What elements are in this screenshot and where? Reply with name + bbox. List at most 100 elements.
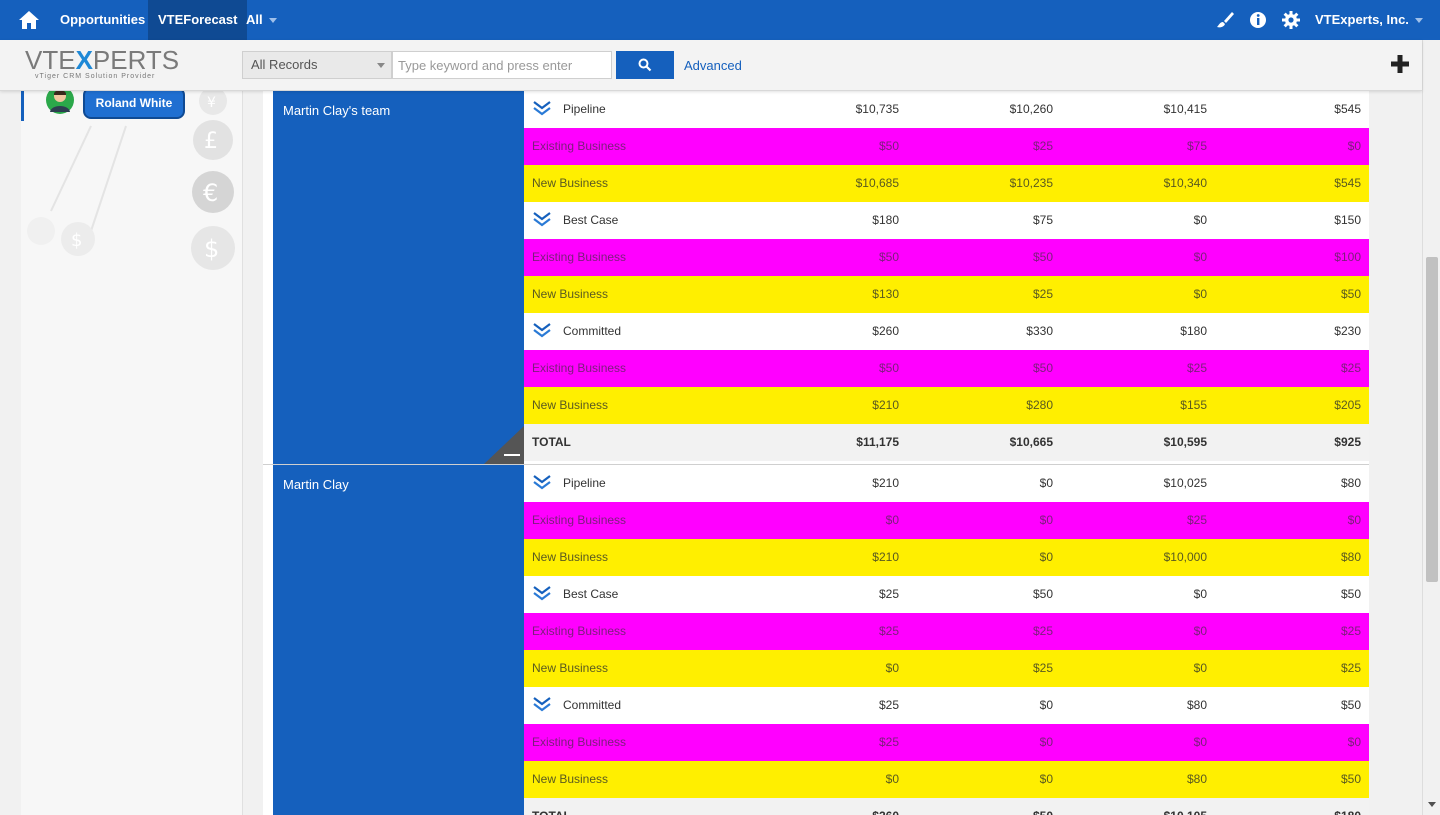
row-value-2: $50 (1032, 361, 1053, 375)
row-value-2: $50 (1032, 587, 1053, 601)
row-label: New Business (532, 550, 609, 564)
nav-opportunities[interactable]: Opportunities (60, 12, 146, 27)
row-value-3: $0 (1193, 287, 1207, 301)
search-toolbar: VTEXPERTS vTiger CRM Solution Provider A… (0, 40, 1422, 91)
business-row: New Business $210 $280 $155 $205 (524, 387, 1369, 424)
group-label-person: Martin Clay (273, 465, 524, 815)
plus-icon[interactable] (1389, 53, 1411, 75)
search-input[interactable] (392, 51, 612, 79)
row-value-2: $10,235 (1009, 176, 1053, 190)
company-menu[interactable]: VTExperts, Inc. (1315, 0, 1423, 40)
home-icon[interactable] (18, 10, 40, 30)
row-value-4: $25 (1340, 661, 1361, 675)
row-value-2: $0 (1039, 698, 1053, 712)
logo-tagline: vTiger CRM Solution Provider (35, 73, 156, 80)
user-avatar (46, 91, 74, 114)
row-value-1: $25 (878, 698, 899, 712)
row-value-2: $280 (1026, 398, 1053, 412)
hierarchy-connector (21, 91, 24, 121)
search-button[interactable] (616, 51, 674, 79)
row-label: New Business (532, 287, 609, 301)
row-label: New Business (532, 772, 609, 786)
nav-vteforecast-label: VTEForecast (158, 12, 238, 27)
row-label: Committed (563, 698, 622, 712)
scroll-thumb[interactable] (1426, 257, 1438, 582)
row-label: Existing Business (532, 624, 627, 638)
paintbrush-icon[interactable] (1215, 10, 1235, 30)
row-value-3: $10,415 (1163, 102, 1207, 116)
row-value-3: $80 (1186, 698, 1207, 712)
stage-row: Best Case $180 $75 $0 $150 (524, 202, 1369, 239)
stage-row: Committed $260 $330 $180 $230 (524, 313, 1369, 350)
row-value-3: $0 (1193, 213, 1207, 227)
row-value-4: $50 (1340, 587, 1361, 601)
row-value-4: $0 (1347, 139, 1361, 153)
scroll-down-arrow-icon[interactable] (1428, 802, 1436, 807)
gear-icon[interactable] (1281, 10, 1301, 30)
row-value-3: $10,105 (1087, 798, 1207, 815)
double-chevron-down-icon[interactable] (532, 101, 552, 117)
stage-row: Committed $25 $0 $80 $50 (524, 687, 1369, 724)
page-scrollbar[interactable] (1422, 40, 1440, 815)
double-chevron-down-icon[interactable] (532, 323, 552, 339)
search-icon (638, 58, 652, 72)
svg-text:£: £ (204, 129, 218, 154)
double-chevron-down-icon[interactable] (532, 212, 552, 228)
row-value-4: $180 (1241, 798, 1361, 815)
row-value-4: $230 (1334, 324, 1361, 338)
records-filter-select[interactable]: All Records (242, 51, 392, 79)
row-value-1: $0 (885, 513, 899, 527)
nav-all-label: All (246, 12, 263, 27)
group-label-team: Martin Clay's team (273, 91, 524, 464)
row-value-3: $75 (1186, 139, 1207, 153)
svg-text:$: $ (204, 235, 219, 263)
minus-icon[interactable] (484, 426, 524, 464)
row-value-2: $0 (1039, 550, 1053, 564)
row-value-1: $210 (872, 398, 899, 412)
row-value-1: $50 (878, 250, 899, 264)
row-label: New Business (532, 661, 609, 675)
row-value-2: $330 (1026, 324, 1053, 338)
company-name: VTExperts, Inc. (1315, 12, 1409, 27)
row-value-2: $25 (1032, 139, 1053, 153)
double-chevron-down-icon[interactable] (532, 697, 552, 713)
forecast-table-body: Martin Clay's team Pipeline $10,735 $10,26… (263, 91, 1369, 815)
row-value-4: $100 (1334, 250, 1361, 264)
row-value-1: $25 (878, 624, 899, 638)
row-value-1: $0 (885, 661, 899, 675)
nav-vteforecast[interactable]: VTEForecast (148, 0, 248, 40)
group-rows: Pipeline $10,735 $10,260 $10,415 $545 Existin… (524, 91, 1369, 461)
info-icon[interactable] (1248, 10, 1268, 30)
stage-row: Pipeline $10,735 $10,260 $10,415 $545 (524, 91, 1369, 128)
records-filter-value: All Records (251, 57, 318, 72)
row-value-2: $10,665 (1009, 435, 1053, 449)
row-value-4: $50 (1340, 698, 1361, 712)
logo-text-right: PERTS (92, 45, 180, 75)
chevron-down-icon (377, 63, 385, 68)
row-label: Existing Business (532, 250, 627, 264)
business-row: Existing Business $25 $0 $0 $0 (524, 724, 1369, 761)
group-rows: Pipeline $210 $0 $10,025 $80 Existing Busines… (524, 465, 1369, 815)
row-value-1: $11,175 (856, 435, 899, 449)
double-chevron-down-icon[interactable] (532, 475, 552, 491)
business-row: Existing Business $25 $25 $0 $25 (524, 613, 1369, 650)
row-value-4: $150 (1334, 213, 1361, 227)
nav-all-dropdown[interactable]: All (236, 0, 287, 40)
row-value-2: $50 (1032, 250, 1053, 264)
advanced-search-link[interactable]: Advanced (684, 58, 742, 73)
stage-row: Best Case $25 $50 $0 $50 (524, 576, 1369, 613)
row-value-3: $10,025 (1163, 476, 1207, 490)
double-chevron-down-icon[interactable] (532, 586, 552, 602)
logo-text-x: X (75, 45, 93, 75)
total-row: TOTAL $260 $50 $10,105 $180 (524, 798, 1369, 815)
vtexperts-logo[interactable]: VTEXPERTS vTiger CRM Solution Provider (25, 47, 185, 87)
row-value-3: $0 (1193, 587, 1207, 601)
row-value-2: $0 (1039, 513, 1053, 527)
user-node-button[interactable]: Roland White (83, 91, 185, 119)
row-value-3: $10,000 (1163, 550, 1207, 564)
svg-text:€: € (203, 179, 218, 207)
logo-text-left: VTE (25, 45, 76, 75)
row-label: New Business (532, 176, 609, 190)
row-label: TOTAL (532, 798, 571, 815)
svg-text:¥: ¥ (207, 95, 216, 111)
